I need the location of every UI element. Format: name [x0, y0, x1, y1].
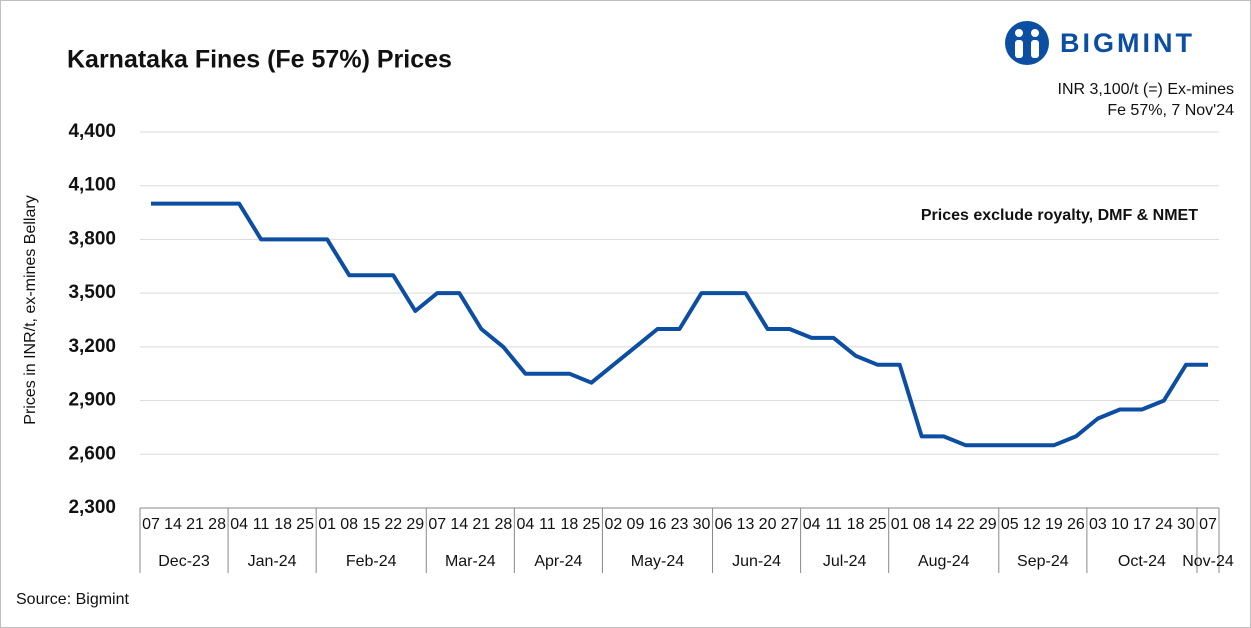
x-tick-label: 24 [1155, 516, 1173, 533]
x-group-label: Nov-24 [1182, 553, 1234, 570]
y-tick-label: 3,800 [68, 228, 116, 249]
x-tick-label: 12 [1023, 516, 1041, 533]
x-tick-label: 27 [781, 516, 799, 533]
y-tick-label: 2,600 [68, 443, 116, 464]
x-tick-label: 28 [494, 516, 512, 533]
x-tick-label: 28 [208, 516, 226, 533]
x-tick-label: 26 [1067, 516, 1085, 533]
x-tick-label: 07 [1199, 516, 1217, 533]
y-tick-label: 3,200 [68, 336, 116, 357]
x-tick-label: 22 [957, 516, 975, 533]
x-group-label: Jan-24 [248, 553, 297, 570]
x-group-label: Jun-24 [732, 553, 781, 570]
x-tick-label: 25 [296, 516, 314, 533]
x-tick-label: 25 [583, 516, 601, 533]
x-tick-label: 19 [1045, 516, 1063, 533]
x-tick-label: 06 [715, 516, 733, 533]
x-group-label: Dec-23 [158, 553, 210, 570]
y-tick-label: 2,300 [68, 497, 116, 518]
x-tick-label: 11 [253, 516, 270, 533]
x-tick-label: 14 [164, 516, 182, 533]
x-tick-label: 30 [1177, 516, 1195, 533]
y-tick-label: 3,500 [68, 282, 116, 303]
x-tick-label: 21 [186, 516, 204, 533]
x-group-label: Jul-24 [823, 553, 867, 570]
x-tick-label: 18 [274, 516, 292, 533]
annotation: Fe 57%, 7 Nov'24 [1107, 102, 1234, 119]
logo-icon [1005, 21, 1049, 65]
x-group-label: Oct-24 [1118, 553, 1166, 570]
x-tick-label: 07 [142, 516, 160, 533]
x-tick-label: 20 [759, 516, 777, 533]
x-tick-label: 16 [649, 516, 667, 533]
x-tick-label: 29 [979, 516, 997, 533]
x-tick-label: 14 [935, 516, 953, 533]
x-tick-label: 25 [869, 516, 887, 533]
x-tick-label: 14 [450, 516, 468, 533]
y-tick-label: 4,400 [68, 121, 116, 142]
x-tick-label: 18 [560, 516, 578, 533]
x-tick-label: 15 [362, 516, 380, 533]
x-group-label: Aug-24 [918, 553, 970, 570]
x-tick-label: 13 [737, 516, 755, 533]
y-tick-label: 4,100 [68, 175, 116, 196]
x-group-label: Mar-24 [445, 553, 496, 570]
x-tick-label: 02 [605, 516, 623, 533]
line-series [151, 201, 1208, 448]
x-tick-label: 04 [803, 516, 821, 533]
x-tick-label: 21 [472, 516, 490, 533]
x-tick-label: 30 [693, 516, 711, 533]
y-axis-label: Prices in INR/t, ex-mines Bellary [22, 195, 39, 424]
x-tick-label: 18 [847, 516, 865, 533]
x-tick-label: 11 [539, 516, 556, 533]
x-tick-label: 07 [428, 516, 446, 533]
note: Prices exclude royalty, DMF & NMET [921, 207, 1198, 224]
x-tick-label: 01 [891, 516, 909, 533]
x-tick-label: 17 [1133, 516, 1151, 533]
x-group-label: May-24 [631, 553, 684, 570]
x-tick-label: 01 [318, 516, 336, 533]
x-tick-label: 04 [516, 516, 534, 533]
x-tick-label: 29 [406, 516, 424, 533]
x-group-label: Feb-24 [346, 553, 397, 570]
x-tick-label: 05 [1001, 516, 1019, 533]
x-group-label: Apr-24 [534, 553, 582, 570]
annotation: INR 3,100/t (=) Ex-mines [1058, 81, 1235, 98]
y-tick-label: 2,900 [68, 390, 116, 411]
x-tick-label: 04 [230, 516, 248, 533]
x-tick-label: 10 [1111, 516, 1129, 533]
x-tick-label: 03 [1089, 516, 1107, 533]
x-tick-label: 09 [627, 516, 645, 533]
x-tick-label: 11 [825, 516, 842, 533]
logo-text: BIGMINT [1060, 28, 1195, 58]
x-tick-label: 22 [384, 516, 402, 533]
chart-title: Karnataka Fines (Fe 57%) Prices [67, 46, 452, 74]
x-tick-label: 08 [340, 516, 358, 533]
source: Source: Bigmint [16, 591, 129, 608]
x-tick-label: 23 [671, 516, 689, 533]
x-group-label: Sep-24 [1017, 553, 1069, 570]
x-tick-label: 08 [913, 516, 931, 533]
